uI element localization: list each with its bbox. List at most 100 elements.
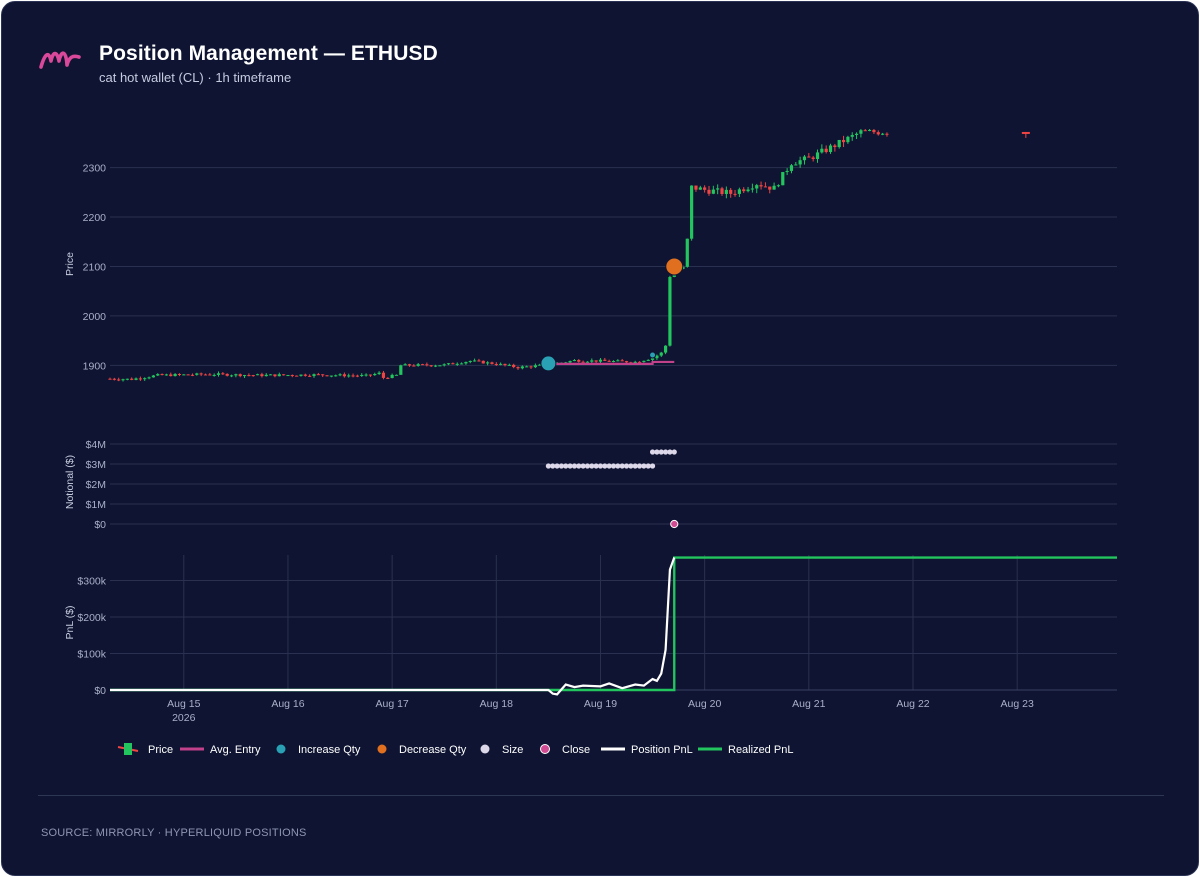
price-candle bbox=[525, 366, 529, 368]
price-candle bbox=[585, 361, 590, 363]
price-candle bbox=[590, 360, 594, 362]
price-candle bbox=[221, 373, 225, 375]
size-dot bbox=[619, 463, 625, 469]
price-candle bbox=[468, 360, 472, 362]
price-candle bbox=[169, 374, 173, 377]
price-candle bbox=[403, 364, 407, 366]
price-candle bbox=[637, 361, 642, 363]
price-candle bbox=[156, 374, 160, 376]
page-title: Position Management — ETHUSD bbox=[99, 42, 438, 65]
price-candle bbox=[572, 360, 577, 362]
legend-swatch bbox=[480, 744, 490, 754]
price-candle bbox=[694, 185, 698, 190]
price-candle bbox=[494, 363, 498, 365]
y-tick-label: $1M bbox=[86, 499, 106, 511]
legend-swatch bbox=[276, 744, 286, 754]
y-tick-label: $0 bbox=[94, 685, 106, 697]
price-candle bbox=[824, 148, 828, 153]
y-tick-label: $0 bbox=[94, 519, 106, 531]
price-candle bbox=[798, 160, 802, 165]
price-candle bbox=[173, 373, 177, 377]
price-candle bbox=[499, 363, 503, 365]
price-candle bbox=[347, 375, 351, 377]
price-candles bbox=[108, 128, 889, 382]
price-candle bbox=[663, 345, 668, 353]
size-dot bbox=[610, 463, 617, 469]
price-candle bbox=[160, 374, 164, 376]
price-candle bbox=[425, 364, 429, 366]
size-dot bbox=[641, 463, 647, 469]
price-candle bbox=[190, 374, 195, 376]
price-candle bbox=[273, 374, 277, 377]
price-candle bbox=[438, 365, 442, 367]
price-candle bbox=[655, 355, 659, 359]
price-candle bbox=[763, 186, 768, 188]
price-candle bbox=[520, 366, 524, 369]
price-candle bbox=[442, 364, 446, 366]
size-dot bbox=[571, 463, 578, 469]
price-candle bbox=[837, 139, 841, 148]
legend-item[interactable]: Close bbox=[540, 744, 591, 756]
price-candle bbox=[429, 365, 433, 367]
price-candle bbox=[412, 365, 416, 367]
price-candle bbox=[329, 375, 333, 377]
legend-item[interactable]: Realized PnL bbox=[698, 744, 793, 756]
size-dot bbox=[602, 463, 608, 469]
legend-item[interactable]: Size bbox=[480, 744, 524, 756]
y-tick-label: 2300 bbox=[83, 163, 107, 175]
size-dot bbox=[584, 463, 591, 469]
price-candle bbox=[486, 362, 490, 364]
legend-item[interactable]: Increase Qty bbox=[276, 744, 361, 756]
price-candle bbox=[208, 374, 212, 376]
legend-item[interactable]: Decrease Qty bbox=[377, 744, 467, 756]
price-candle bbox=[603, 359, 607, 361]
price-candle bbox=[529, 366, 533, 368]
price-candle bbox=[841, 139, 846, 143]
size-dot bbox=[662, 449, 669, 455]
price-candle bbox=[516, 367, 520, 369]
legend-item[interactable]: Price bbox=[117, 743, 173, 756]
y-axis-title: Notional ($) bbox=[64, 455, 76, 509]
price-candle bbox=[260, 374, 264, 377]
price-candle bbox=[538, 364, 542, 366]
price-candle bbox=[624, 361, 629, 363]
legend-swatch bbox=[377, 744, 387, 754]
legend-item[interactable]: Position PnL bbox=[601, 744, 693, 756]
mirrorly-logo-icon bbox=[39, 51, 81, 69]
price-candle bbox=[182, 374, 186, 376]
size-dot bbox=[671, 449, 677, 455]
price-candle bbox=[177, 373, 182, 375]
price-candle bbox=[203, 374, 208, 376]
x-tick-label: Aug 15 bbox=[167, 698, 200, 710]
size-dot bbox=[580, 463, 586, 469]
legend-label: Size bbox=[502, 744, 523, 756]
size-dot bbox=[645, 463, 651, 469]
size-dot bbox=[545, 463, 551, 469]
y-tick-label: 1900 bbox=[83, 360, 107, 372]
legend-label: Close bbox=[562, 744, 590, 756]
price-candle bbox=[386, 377, 390, 379]
price-candle bbox=[277, 374, 281, 377]
price-candle bbox=[707, 189, 711, 194]
price-candle bbox=[607, 360, 611, 362]
y-tick-label: $100k bbox=[77, 649, 106, 661]
y-tick-label: $3M bbox=[86, 459, 106, 471]
price-candle bbox=[833, 145, 837, 148]
price-candle bbox=[360, 374, 364, 376]
price-candle bbox=[854, 133, 859, 135]
price-candle bbox=[507, 364, 511, 366]
price-candle bbox=[481, 360, 485, 364]
price-candle bbox=[568, 361, 572, 363]
price-candle bbox=[234, 374, 238, 376]
price-candle bbox=[811, 157, 815, 159]
legend-item[interactable]: Avg. Entry bbox=[180, 744, 261, 756]
legend: Price Avg. Entry Increase Qty Decrease Qty S… bbox=[117, 743, 793, 756]
price-candle bbox=[377, 372, 381, 374]
price-candle bbox=[446, 363, 451, 365]
price-candle bbox=[828, 145, 833, 153]
price-candle bbox=[381, 372, 386, 378]
x-tick-label: Aug 20 bbox=[688, 698, 721, 710]
price-candle bbox=[885, 133, 889, 135]
price-candle bbox=[794, 164, 798, 166]
legend-swatch bbox=[124, 743, 132, 755]
